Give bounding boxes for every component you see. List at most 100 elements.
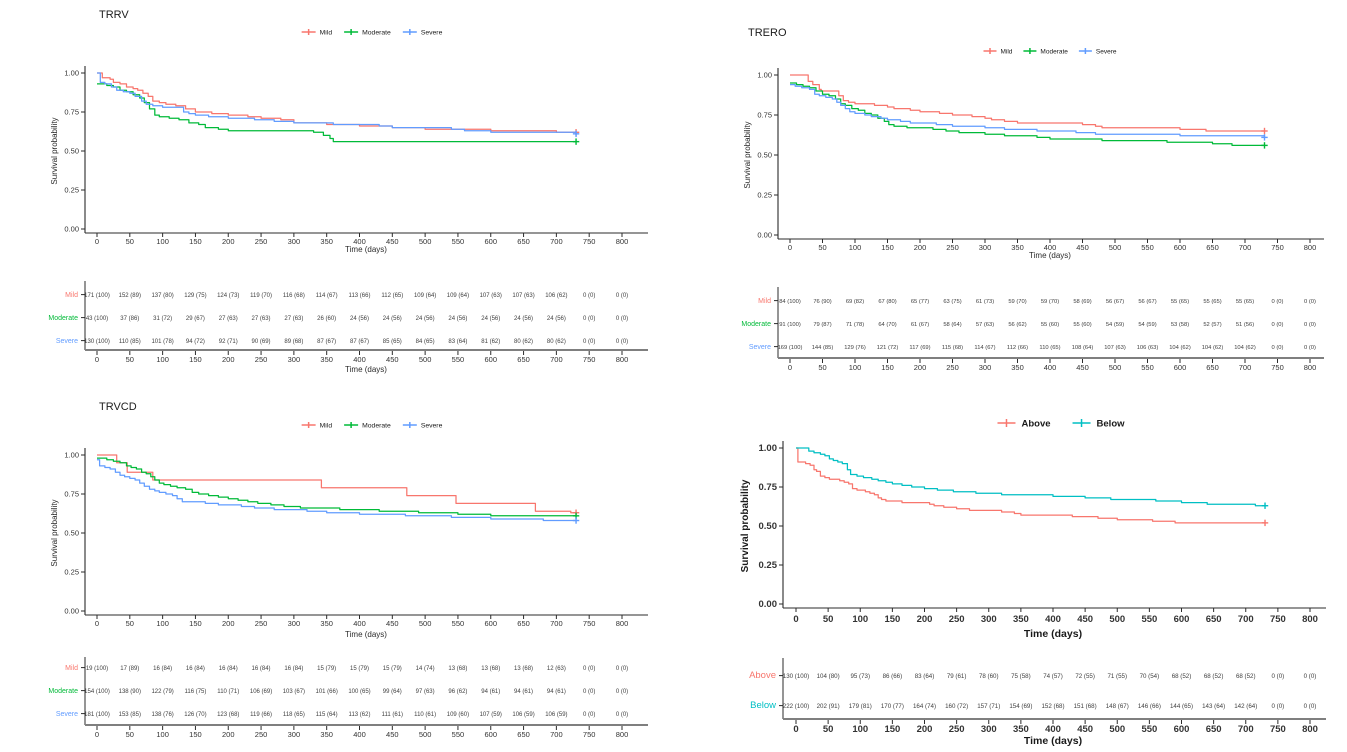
x-tick-label: 0 xyxy=(95,237,99,246)
risk-count-value: 101 (78) xyxy=(151,339,173,345)
x-tick-label: 100 xyxy=(852,614,868,625)
risk-count-value: 152 (68) xyxy=(1041,703,1064,710)
risk-table: Mild 19 (100) 17 (89) 16 (84) 16 (84) 16 (84)… xyxy=(48,657,648,739)
x-tick-label: 650 xyxy=(517,619,530,628)
risk-count-value: 99 (64) xyxy=(383,689,402,695)
risk-table-tick-label: 200 xyxy=(917,724,933,735)
risk-count-value: 109 (60) xyxy=(447,712,469,718)
risk-count-value: 104 (62) xyxy=(1234,345,1256,351)
risk-count-value: 68 (52) xyxy=(1204,673,1224,680)
risk-count-value: 110 (61) xyxy=(414,712,436,718)
x-axis-label: Time (days) xyxy=(1029,251,1071,260)
risk-table-tick-label: 550 xyxy=(452,730,465,739)
x-tick-label: 350 xyxy=(320,237,333,246)
risk-count-value: 71 (78) xyxy=(846,322,864,328)
risk-count-value: 106 (62) xyxy=(545,293,567,299)
risk-count-value: 78 (60) xyxy=(979,673,999,680)
legend-label: Severe xyxy=(1096,48,1117,55)
risk-count-value: 119 (66) xyxy=(250,712,272,718)
risk-count-value: 68 (52) xyxy=(1172,673,1192,680)
risk-table-tick-label: 0 xyxy=(793,724,798,735)
risk-table-tick-label: 700 xyxy=(550,355,563,364)
risk-count-value: 61 (73) xyxy=(976,299,994,305)
x-tick-label: 700 xyxy=(1238,614,1254,625)
risk-count-value: 52 (57) xyxy=(1203,322,1221,328)
risk-table-x-axis-label: Time (days) xyxy=(345,365,387,374)
risk-count-value: 55 (60) xyxy=(1041,322,1059,328)
legend-label: Severe xyxy=(421,29,443,36)
x-tick-label: 100 xyxy=(849,243,862,252)
risk-count-value: 110 (71) xyxy=(217,689,239,695)
risk-count-value: 0 (0) xyxy=(1272,345,1284,351)
legend-label: Mild xyxy=(320,29,333,36)
x-tick-label: 50 xyxy=(823,614,834,625)
risk-table-tick-label: 550 xyxy=(1141,724,1157,735)
risk-count-value: 108 (64) xyxy=(1072,345,1094,351)
risk-count-value: 13 (68) xyxy=(448,666,467,672)
risk-count-value: 107 (63) xyxy=(512,293,534,299)
risk-table-tick-label: 700 xyxy=(1239,363,1252,372)
risk-count-value: 79 (87) xyxy=(813,322,831,328)
risk-table-tick-label: 650 xyxy=(1206,724,1222,735)
legend-item-severe: Severe xyxy=(1078,48,1117,55)
y-tick-label: 0.75 xyxy=(759,482,778,493)
x-tick-label: 550 xyxy=(1141,614,1157,625)
risk-count-value: 94 (61) xyxy=(481,689,500,695)
x-tick-label: 750 xyxy=(583,619,596,628)
risk-count-value: 75 (58) xyxy=(1011,673,1031,680)
risk-count-value: 71 (55) xyxy=(1107,673,1127,680)
x-tick-label: 500 xyxy=(419,237,432,246)
risk-row-label: Moderate xyxy=(48,688,78,695)
risk-count-value: 16 (84) xyxy=(186,666,205,672)
risk-count-value: 124 (73) xyxy=(217,293,239,299)
x-axis-label: Time (days) xyxy=(345,245,387,254)
risk-table-tick-label: 350 xyxy=(320,730,333,739)
risk-count-value: 69 (82) xyxy=(846,299,864,305)
risk-table-tick-label: 600 xyxy=(1174,363,1187,372)
x-tick-label: 250 xyxy=(946,243,959,252)
panel-trrv: TRRV Mild Moderate Severe Survival probabi… xyxy=(0,0,673,376)
legend-item-moderate: Moderate xyxy=(1023,48,1068,55)
risk-table-tick-label: 500 xyxy=(1109,724,1125,735)
risk-count-value: 116 (68) xyxy=(283,293,305,299)
legend-item-severe: Severe xyxy=(402,422,443,429)
risk-count-value: 74 (57) xyxy=(1043,673,1063,680)
risk-count-value: 106 (59) xyxy=(512,712,534,718)
risk-count-value: 109 (64) xyxy=(414,293,436,299)
risk-count-value: 171 (100) xyxy=(84,293,110,299)
risk-table-tick-label: 550 xyxy=(452,355,465,364)
km-curve-moderate xyxy=(790,82,1265,147)
legend-item-mild: Mild xyxy=(301,422,332,429)
km-plot: 1.00 0.75 0.50 0.25 0.00 0 50 100 150 200 250 300 35… xyxy=(759,441,1326,625)
y-tick-label: 0.25 xyxy=(757,191,772,200)
risk-row-label: Mild xyxy=(65,665,78,672)
risk-table-tick-label: 800 xyxy=(1304,363,1317,372)
km-curve-severe xyxy=(97,72,577,134)
risk-count-value: 107 (63) xyxy=(1104,345,1126,351)
risk-count-value: 144 (85) xyxy=(812,345,834,351)
risk-table-tick-label: 300 xyxy=(288,355,301,364)
risk-count-value: 109 (64) xyxy=(447,293,469,299)
risk-count-value: 164 (74) xyxy=(913,703,936,710)
legend-label: Severe xyxy=(421,422,443,429)
risk-count-value: 27 (63) xyxy=(284,316,303,322)
risk-count-value: 0 (0) xyxy=(1304,673,1317,680)
risk-count-value: 15 (79) xyxy=(350,666,369,672)
risk-count-value: 0 (0) xyxy=(583,712,595,718)
x-tick-label: 400 xyxy=(1044,243,1057,252)
risk-count-value: 76 (90) xyxy=(813,299,831,305)
risk-count-value: 14 (74) xyxy=(416,666,435,672)
risk-table-tick-label: 550 xyxy=(1141,363,1154,372)
x-tick-label: 750 xyxy=(1271,243,1284,252)
risk-count-value: 142 (64) xyxy=(1234,703,1257,710)
x-tick-label: 300 xyxy=(981,614,997,625)
risk-count-value: 91 (100) xyxy=(779,322,801,328)
risk-count-value: 13 (68) xyxy=(514,666,533,672)
x-tick-label: 450 xyxy=(1076,243,1089,252)
risk-count-value: 59 (70) xyxy=(1041,299,1059,305)
x-tick-label: 250 xyxy=(255,237,268,246)
risk-table-tick-label: 600 xyxy=(484,355,497,364)
x-tick-label: 300 xyxy=(288,619,301,628)
risk-count-value: 100 (65) xyxy=(348,689,370,695)
risk-row-label: Moderate xyxy=(48,315,78,322)
